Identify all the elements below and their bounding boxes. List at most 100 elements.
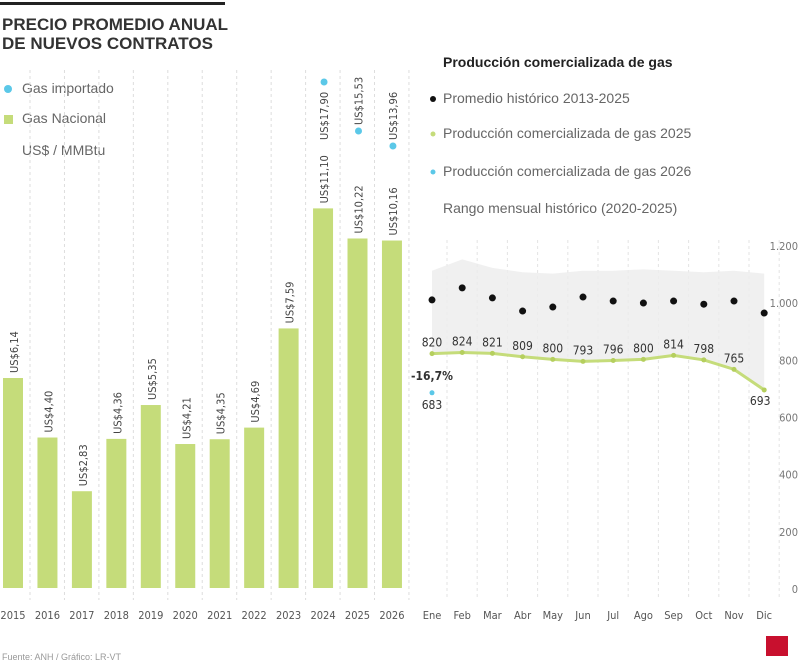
change-annotation: -16,7% (411, 369, 453, 383)
historic-avg-point (519, 307, 527, 315)
bar-label-2016: US$4,40 (42, 391, 55, 433)
bar-label-2020: US$4,21 (180, 397, 193, 439)
production-2025-point (429, 351, 435, 357)
month-tick-Sep: Sep (664, 609, 683, 622)
bar-label-2024: US$11,10 (318, 155, 331, 203)
historic-avg-point (639, 299, 647, 307)
month-tick-Ene: Ene (423, 609, 442, 622)
historic-avg-point (428, 296, 436, 304)
historic-avg-point (730, 297, 738, 305)
historic-avg-point (458, 284, 466, 292)
lr-logo (766, 636, 788, 656)
historic-avg-point (488, 294, 496, 302)
production-2025-point (671, 352, 677, 358)
month-tick-Jul: Jul (606, 609, 619, 622)
production-2025-label: 796 (603, 343, 624, 357)
production-2025-label: 693 (750, 394, 771, 408)
legend-production-2025: Producción comercializada de gas 2025 (443, 125, 692, 141)
month-tick-Jun: Jun (574, 609, 590, 622)
x-tick-2018: 2018 (104, 609, 129, 622)
production-2025-label: 814 (663, 337, 684, 351)
import-dot-2025 (355, 127, 362, 135)
production-2025-point (550, 356, 556, 362)
production-2025-label: 824 (452, 335, 473, 349)
historic-avg-point (760, 309, 768, 317)
production-2025-label: 793 (573, 343, 594, 357)
line-chart-title: Producción comercializada de gas (443, 54, 673, 70)
y-tick-400: 400 (779, 469, 798, 482)
legend-historic-avg: Promedio histórico 2013-2025 (443, 90, 630, 106)
legend-national-swatch (4, 115, 13, 124)
bar-national-2018 (106, 438, 127, 588)
bar-label-2017: US$2,83 (77, 444, 90, 486)
bar-national-2026 (381, 240, 402, 588)
month-tick-Dic: Dic (756, 609, 772, 622)
x-tick-2020: 2020 (173, 609, 198, 622)
bar-label-2023: US$7,59 (284, 282, 297, 324)
production-2025-label: 821 (482, 335, 503, 349)
production-2025-label: 798 (693, 342, 714, 356)
bar-national-2021 (209, 439, 230, 588)
month-tick-Ago: Ago (634, 609, 653, 622)
y-tick-1000: 1.000 (770, 297, 798, 310)
y-tick-800: 800 (779, 354, 798, 367)
bar-national-2019 (140, 405, 161, 588)
historic-avg-point (609, 297, 617, 305)
production-2025-label: 809 (512, 339, 533, 353)
production-2025-point (520, 354, 526, 360)
historic-avg-point (700, 300, 708, 308)
production-2025-label: 765 (724, 351, 745, 365)
bar-chart-title: PRECIO PROMEDIO ANUAL DE NUEVOS CONTRATO… (2, 15, 228, 53)
y-tick-1200: 1.200 (770, 240, 798, 253)
production-2026-point (429, 390, 435, 396)
production-2025-point (731, 366, 737, 372)
month-tick-Feb: Feb (453, 609, 470, 622)
legend-avg-dot (430, 96, 436, 102)
month-tick-May: May (543, 609, 564, 622)
bar-national-2022 (244, 427, 265, 588)
import-label-2025: US$15,53 (353, 77, 366, 125)
legend-imported: Gas importado (22, 80, 114, 96)
x-tick-2021: 2021 (207, 609, 232, 622)
import-dot-2026 (389, 142, 397, 150)
legend-2026-dot (430, 169, 436, 175)
bar-national-2020 (175, 444, 196, 588)
y-tick-200: 200 (779, 526, 798, 539)
production-2025-point (459, 350, 465, 356)
legend-2025-dot (430, 131, 436, 137)
bar-label-2026: US$10,16 (387, 187, 400, 235)
legend-range: Rango mensual histórico (2020-2025) (443, 200, 678, 216)
x-tick-2024: 2024 (310, 609, 335, 622)
bar-label-2025: US$10,22 (353, 185, 366, 233)
month-tick-Abr: Abr (514, 609, 532, 622)
source-note: Fuente: ANH / Gráfico: LR-VT (2, 652, 122, 662)
production-2025-point (640, 356, 646, 362)
x-tick-2025: 2025 (345, 609, 370, 622)
bar-label-2018: US$4,36 (111, 392, 124, 434)
y-tick-600: 600 (779, 412, 798, 425)
x-tick-2026: 2026 (379, 609, 404, 622)
x-tick-2019: 2019 (138, 609, 163, 622)
production-2025-point (701, 357, 707, 363)
month-tick-Mar: Mar (483, 609, 503, 622)
bar-national-2015 (3, 378, 23, 588)
legend-imported-dot (4, 85, 12, 93)
bar-label-2015: US$6,14 (8, 331, 21, 373)
production-2025-point (761, 387, 767, 393)
production-2025-point (489, 350, 495, 356)
import-label-2024: US$17,90 (318, 92, 331, 140)
bar-label-2021: US$4,35 (215, 392, 228, 434)
bar-label-2019: US$5,35 (146, 358, 159, 400)
legend-production-2026: Producción comercializada de gas 2026 (443, 163, 692, 179)
production-2025-label: 800 (542, 341, 563, 355)
historic-avg-point (670, 297, 678, 305)
production-2025-point (580, 358, 586, 364)
bar-label-2022: US$4,69 (249, 381, 262, 423)
y-tick-0: 0 (792, 583, 798, 596)
title-rule (0, 2, 225, 5)
x-tick-2016: 2016 (35, 609, 60, 622)
bar-national-2017 (71, 491, 92, 588)
historic-avg-point (579, 293, 587, 301)
